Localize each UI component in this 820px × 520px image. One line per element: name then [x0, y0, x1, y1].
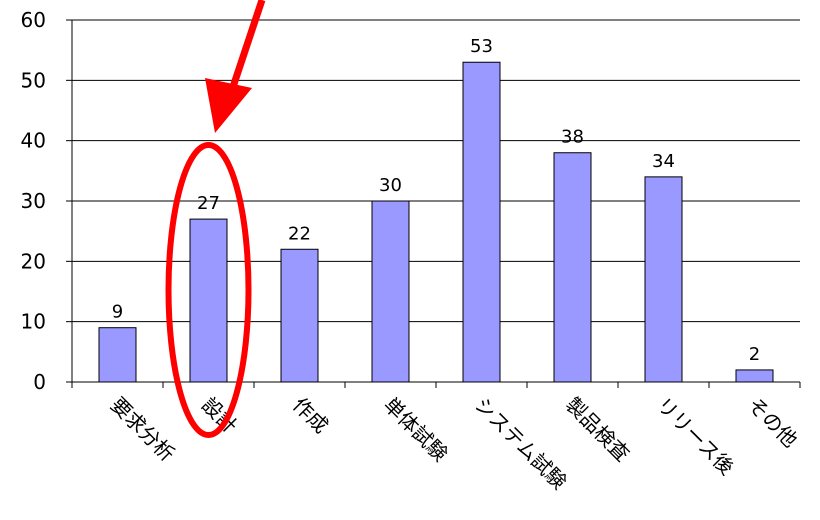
category-label: 単体試験 — [379, 393, 453, 467]
data-label: 30 — [379, 175, 402, 196]
bar — [735, 369, 774, 383]
category-label: 作成 — [288, 393, 333, 438]
bar — [280, 248, 319, 383]
bar — [371, 200, 410, 383]
arrow-shaft — [228, 0, 266, 92]
category-label: その他 — [743, 393, 802, 452]
y-axis-ticks: 0 10 20 30 40 50 60 — [21, 8, 72, 394]
highlight-annotation — [165, 0, 266, 438]
bar — [98, 327, 137, 383]
bar — [462, 61, 501, 383]
y-tick-label: 30 — [21, 189, 46, 213]
data-labels: 9 27 22 30 53 38 34 2 — [112, 36, 760, 365]
category-label: システム試験 — [470, 393, 571, 494]
data-label: 38 — [561, 127, 584, 148]
arrow-head — [205, 78, 252, 133]
highlight-ellipse — [165, 142, 252, 438]
y-tick-label: 10 — [21, 310, 46, 334]
bar — [644, 176, 683, 383]
bar — [553, 152, 592, 383]
category-label: 製品検査 — [561, 393, 635, 467]
data-label: 9 — [112, 302, 123, 323]
data-label: 27 — [197, 193, 220, 214]
category-label: リリース後 — [652, 393, 739, 480]
grid-lines — [72, 19, 800, 323]
y-tick-label: 60 — [21, 8, 46, 32]
data-label: 2 — [749, 344, 760, 365]
category-label: 要求分析 — [106, 393, 180, 467]
bars — [98, 61, 774, 383]
bar — [189, 218, 228, 383]
data-label: 22 — [288, 223, 311, 244]
data-label: 34 — [652, 151, 675, 172]
data-label: 53 — [470, 36, 493, 57]
y-tick-label: 0 — [33, 370, 46, 394]
y-tick-label: 50 — [21, 68, 46, 92]
y-tick-label: 40 — [21, 129, 46, 153]
axes — [71, 20, 800, 383]
y-tick-label: 20 — [21, 249, 46, 273]
